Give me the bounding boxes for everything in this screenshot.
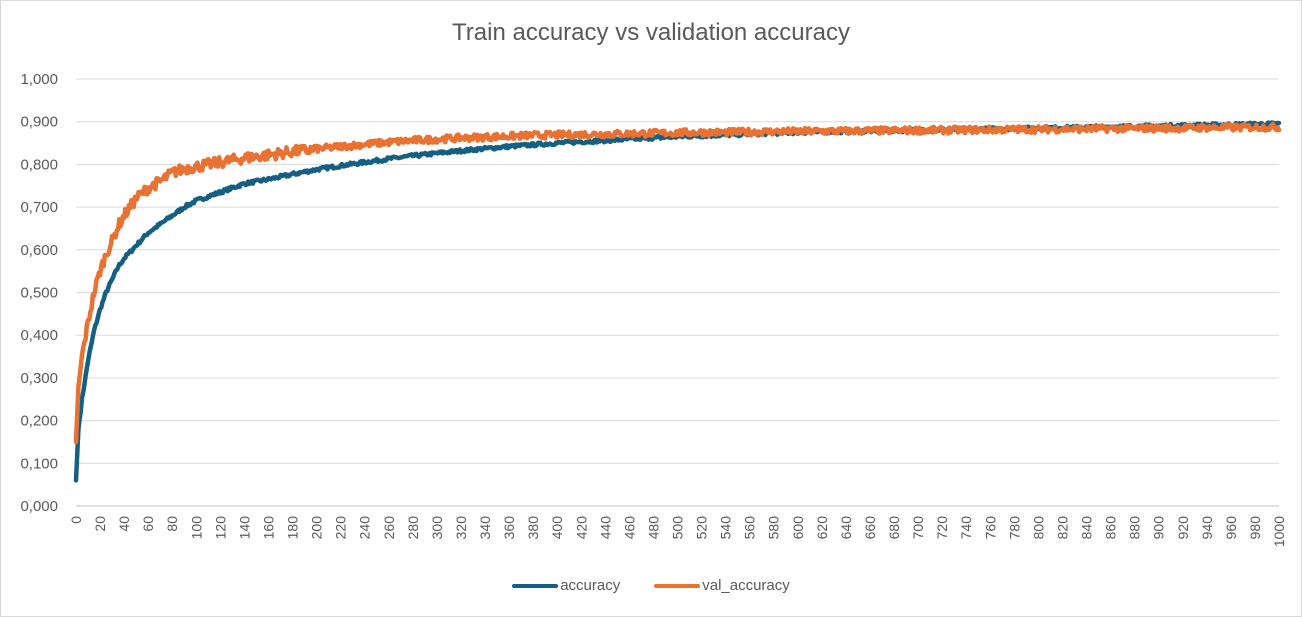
y-tick-label: 0,200 [20, 413, 58, 430]
legend: accuracy val_accuracy [1, 577, 1301, 594]
x-tick-label: 900 [1151, 516, 1167, 540]
y-tick-label: 0,800 [20, 156, 58, 173]
x-tick-label: 980 [1247, 516, 1263, 540]
series-lines [73, 120, 1282, 483]
x-tick-label: 840 [1079, 516, 1095, 540]
x-tick-label: 740 [958, 516, 974, 540]
x-tick-label: 960 [1223, 516, 1239, 540]
x-tick-label: 580 [766, 516, 782, 540]
y-tick-label: 0,500 [20, 285, 58, 302]
x-tick-label: 920 [1175, 516, 1191, 540]
series-line-accuracy [73, 120, 1282, 483]
x-tick-label: 40 [116, 516, 132, 532]
x-tick-label: 380 [525, 516, 541, 540]
y-axis-ticks: 0,000 0,100 0,200 0,300 0,400 0,500 0,600 0,700… [20, 71, 58, 515]
legend-item-accuracy: accuracy [512, 577, 620, 594]
x-tick-label: 860 [1103, 516, 1119, 540]
x-tick-label: 140 [236, 516, 252, 540]
chart-title: Train accuracy vs validation accuracy [452, 19, 850, 46]
x-tick-label: 680 [886, 516, 902, 540]
x-tick-label: 240 [357, 516, 373, 540]
x-tick-label: 560 [742, 516, 758, 540]
x-tick-label: 880 [1127, 516, 1143, 540]
x-tick-label: 460 [621, 516, 637, 540]
y-tick-label: 0,400 [20, 327, 58, 344]
x-tick-label: 500 [670, 516, 686, 540]
y-tick-label: 0,100 [20, 455, 58, 472]
x-tick-label: 640 [838, 516, 854, 540]
x-tick-label: 660 [862, 516, 878, 540]
x-tick-label: 400 [549, 516, 565, 540]
x-tick-label: 420 [573, 516, 589, 540]
legend-label: val_accuracy [702, 577, 790, 594]
x-tick-label: 600 [790, 516, 806, 540]
legend-swatch [654, 583, 701, 588]
x-tick-label: 280 [405, 516, 421, 540]
x-tick-label: 480 [645, 516, 661, 540]
y-tick-label: 0,900 [20, 114, 58, 131]
x-tick-label: 340 [477, 516, 493, 540]
x-tick-label: 820 [1054, 516, 1070, 540]
x-tick-label: 800 [1030, 516, 1046, 540]
legend-label: accuracy [560, 577, 621, 594]
series-line-val_accuracy [73, 121, 1282, 445]
x-tick-label: 360 [501, 516, 517, 540]
x-tick-label: 540 [718, 516, 734, 540]
x-tick-label: 0 [68, 516, 84, 524]
x-tick-label: 60 [140, 516, 156, 532]
x-tick-label: 160 [260, 516, 276, 540]
x-tick-label: 940 [1199, 516, 1215, 540]
y-tick-label: 0,000 [20, 498, 58, 515]
x-tick-label: 320 [453, 516, 469, 540]
x-tick-label: 620 [814, 516, 830, 540]
x-tick-label: 1000 [1271, 516, 1287, 547]
gridlines [76, 78, 1279, 507]
x-axis-ticks: 0 20 40 60 80 100 120 140 160 180 200 220 240 260 280 3… [68, 516, 1287, 547]
x-tick-label: 260 [381, 516, 397, 540]
x-tick-label: 80 [164, 516, 180, 532]
x-tick-label: 20 [92, 516, 108, 532]
x-tick-label: 120 [212, 516, 228, 540]
x-tick-label: 700 [910, 516, 926, 540]
legend-item-val_accuracy: val_accuracy [654, 577, 790, 594]
x-tick-label: 200 [309, 516, 325, 540]
y-tick-label: 0,700 [20, 199, 58, 216]
x-tick-label: 100 [188, 516, 204, 540]
y-tick-label: 0,300 [20, 370, 58, 387]
x-tick-label: 180 [285, 516, 301, 540]
x-tick-label: 780 [1006, 516, 1022, 540]
x-tick-label: 520 [694, 516, 710, 540]
x-tick-label: 220 [333, 516, 349, 540]
legend-swatch [512, 583, 559, 588]
x-tick-label: 720 [934, 516, 950, 540]
y-tick-label: 0,600 [20, 242, 58, 259]
x-tick-label: 300 [429, 516, 445, 540]
x-tick-label: 760 [982, 516, 998, 540]
y-tick-label: 1,000 [20, 71, 58, 88]
x-tick-label: 440 [597, 516, 613, 540]
plot-area: 0,000 0,100 0,200 0,300 0,400 0,500 0,600 0,700… [20, 71, 1287, 547]
